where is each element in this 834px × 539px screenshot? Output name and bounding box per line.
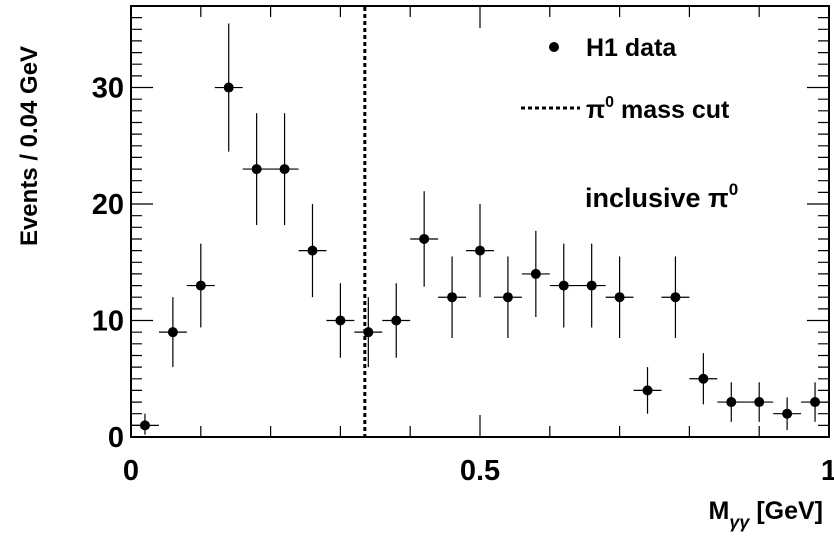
data-point — [782, 408, 793, 419]
data-point — [223, 82, 234, 93]
data-point — [614, 292, 625, 303]
data-point — [307, 245, 318, 256]
data-point — [447, 292, 458, 303]
y-tick-label: 0 — [108, 422, 124, 454]
data-point — [475, 245, 485, 256]
data-point — [670, 292, 681, 303]
axis-ticks — [130, 5, 830, 438]
data-point — [419, 233, 430, 244]
tick-marks — [130, 5, 830, 438]
data-point — [391, 315, 402, 326]
x-tick-label: 0.5 — [460, 455, 500, 487]
data-point — [698, 373, 709, 384]
y-tick-label: 30 — [92, 73, 124, 105]
data-point — [530, 268, 541, 279]
annotation-inclusive-pi0: inclusive π0 — [585, 180, 738, 213]
data-point — [558, 280, 569, 291]
legend: H1 data π0 mass cut — [521, 34, 730, 124]
x-axis-label: Mγγ [GeV] — [709, 497, 823, 532]
x-tick-label: 1 — [821, 455, 834, 487]
legend-marker-dot — [549, 42, 559, 52]
data-point — [810, 397, 821, 408]
x-tick-label: 0 — [123, 455, 139, 487]
data-points — [131, 23, 829, 435]
data-point — [139, 420, 150, 431]
data-point — [195, 280, 206, 291]
data-point — [726, 397, 737, 408]
data-point — [642, 385, 653, 396]
data-point — [502, 292, 513, 303]
y-tick-label: 10 — [92, 306, 124, 338]
data-point — [251, 164, 262, 175]
data-point — [279, 164, 290, 175]
tick-labels: 0 10 20 30 0 0.5 1 — [92, 73, 834, 487]
data-point — [167, 327, 178, 338]
data-point — [586, 280, 597, 291]
data-point — [754, 397, 765, 408]
data-point — [335, 315, 346, 326]
y-axis-label: Events / 0.04 GeV — [16, 46, 43, 246]
legend-label-data: H1 data — [586, 34, 677, 62]
legend-label-cut: π0 mass cut — [586, 94, 730, 124]
data-point — [363, 327, 374, 338]
y-tick-label: 20 — [92, 189, 124, 221]
